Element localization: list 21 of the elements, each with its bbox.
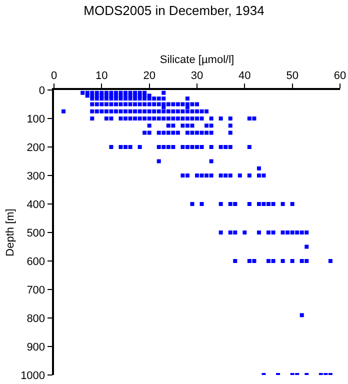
y-tick-label: 500 xyxy=(26,227,46,240)
y-tick-label: 300 xyxy=(26,170,46,182)
x-tick-label: 20 xyxy=(143,70,156,82)
x-tick-label: 0 xyxy=(50,70,58,82)
x-tick-label: 10 xyxy=(96,70,108,82)
y-tick-label: 600 xyxy=(26,256,46,268)
x-tick-label: 50 xyxy=(286,70,298,82)
x-axis-title: Silicate [µmol/l] xyxy=(160,54,234,66)
y-tick-label: 100 xyxy=(26,113,46,126)
y-tick-label: 800 xyxy=(26,312,46,325)
y-tick-label: 1000 xyxy=(20,370,46,382)
y-tick-label: 900 xyxy=(26,341,46,354)
x-tick-label: 30 xyxy=(190,70,204,82)
chart-title: MODS2005 in December, 1934 xyxy=(84,2,264,18)
y-tick-label: 0 xyxy=(38,84,46,97)
y-tick-label: 200 xyxy=(26,142,46,154)
y-tick-label: 700 xyxy=(26,284,46,296)
x-tick-label: 60 xyxy=(334,70,346,82)
y-tick-label: 400 xyxy=(26,198,46,211)
x-tick-label: 40 xyxy=(238,70,251,82)
y-axis-title: Depth [m] xyxy=(4,208,17,256)
